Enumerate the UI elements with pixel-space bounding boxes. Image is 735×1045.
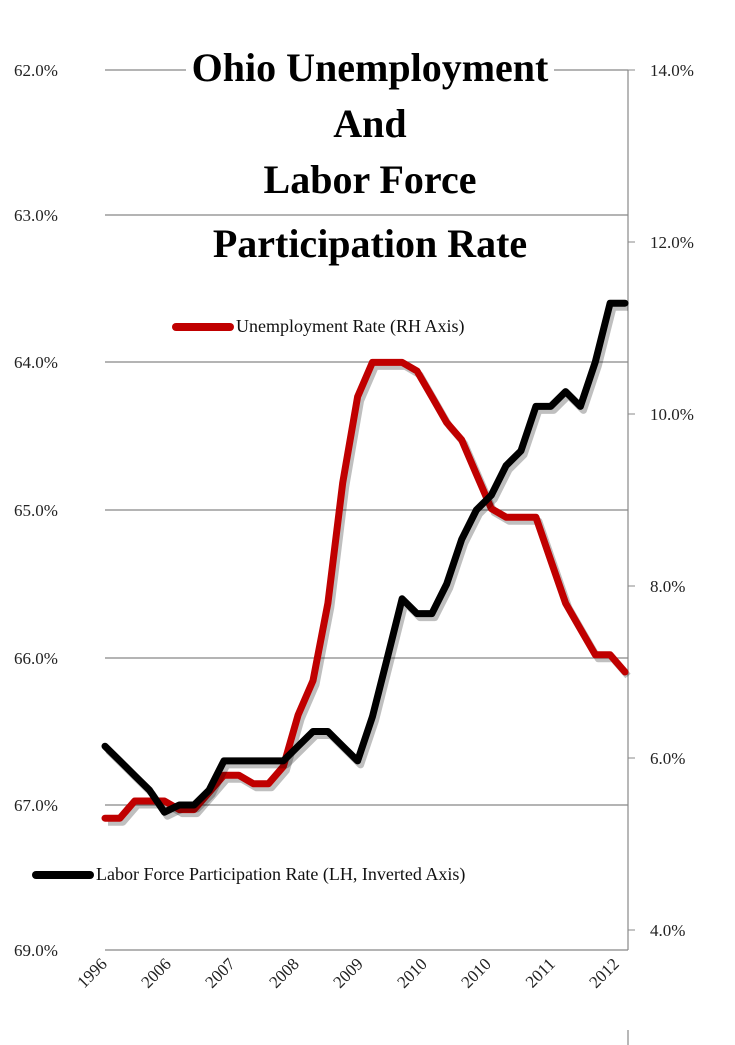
left-axis-tick-label: 63.0% xyxy=(14,206,58,225)
right-axis-tick-label: 14.0% xyxy=(650,61,694,80)
right-axis-tick-label: 6.0% xyxy=(650,749,685,768)
legend-participation: Labor Force Participation Rate (LH, Inve… xyxy=(32,860,466,889)
left-axis-tick-label: 62.0% xyxy=(14,61,58,80)
series-line-participation xyxy=(101,299,629,816)
x-axis-tick-label: 2007 xyxy=(201,954,239,992)
right-axis-tick-label: 4.0% xyxy=(650,921,685,940)
title-line: Participation Rate xyxy=(206,221,534,266)
left-axis-tick-label: 65.0% xyxy=(14,501,58,520)
x-axis-tick-label: 2012 xyxy=(585,954,622,991)
x-axis-tick-label: 2010 xyxy=(393,954,430,991)
x-axis-tick-label: 2011 xyxy=(522,954,559,991)
series-shadow xyxy=(108,362,631,826)
left-axis-tick-label: 67.0% xyxy=(14,796,58,815)
x-axis-tick-label: 2008 xyxy=(265,954,302,991)
chart-title: Ohio Unemployment And Labor Force Partic… xyxy=(140,40,600,272)
right-axis-tick-label: 8.0% xyxy=(650,577,685,596)
legend-label: Unemployment Rate (RH Axis) xyxy=(236,316,465,336)
x-axis-tick-label: 2006 xyxy=(137,954,174,991)
left-axis-tick-label: 66.0% xyxy=(14,649,58,668)
title-line: Ohio Unemployment xyxy=(185,45,555,90)
series-line-unemployment xyxy=(101,358,629,822)
title-line: And xyxy=(327,101,413,146)
series-shadow xyxy=(105,303,628,820)
legend-swatch-red xyxy=(172,322,234,331)
left-axis-tick-label: 69.0% xyxy=(14,941,58,960)
x-axis-tick-label: 1996 xyxy=(73,954,110,991)
x-axis-tick-label: 2009 xyxy=(329,954,366,991)
x-axis-tick-label: 2010 xyxy=(457,954,494,991)
right-axis-tick-label: 12.0% xyxy=(650,233,694,252)
legend-swatch-black xyxy=(32,870,94,879)
legend-label: Labor Force Participation Rate (LH, Inve… xyxy=(96,864,466,884)
title-line: Labor Force xyxy=(257,157,483,202)
legend-unemployment: Unemployment Rate (RH Axis) xyxy=(172,316,465,337)
left-axis-tick-label: 64.0% xyxy=(14,353,58,372)
right-axis-tick-label: 10.0% xyxy=(650,405,694,424)
